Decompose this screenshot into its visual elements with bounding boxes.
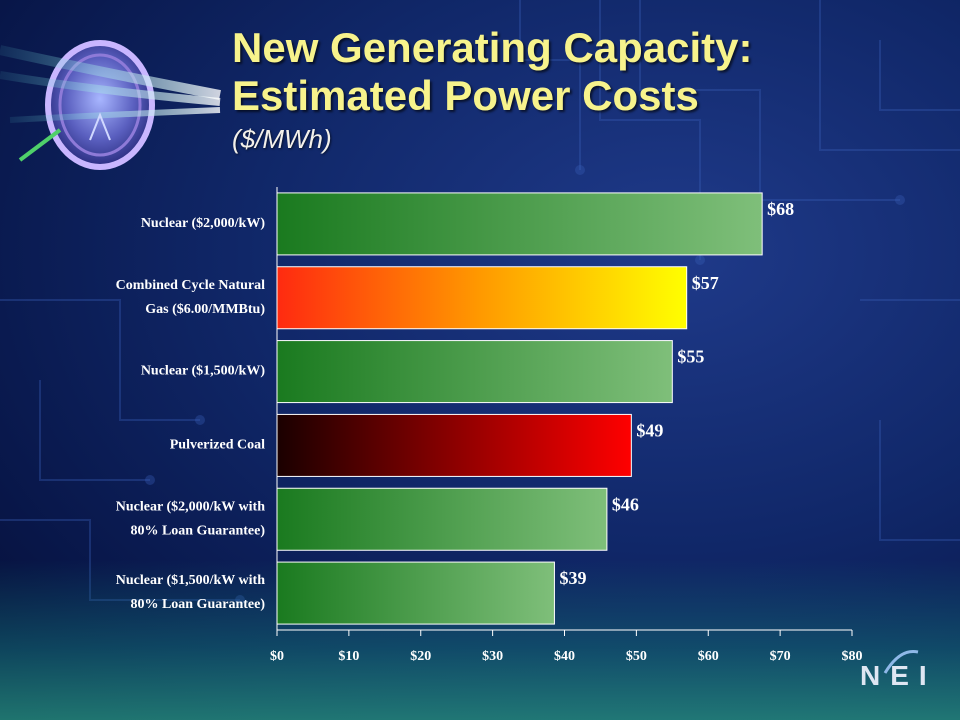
bar-2 bbox=[276, 266, 688, 330]
x-tick-label-2: $10 bbox=[338, 649, 359, 664]
x-tick-label-5: $40 bbox=[554, 649, 575, 664]
bar-5 bbox=[276, 487, 608, 551]
x-tick-label-9: $80 bbox=[842, 649, 863, 664]
x-tick-label-4: $30 bbox=[482, 649, 503, 664]
nei-logo-text: NEI bbox=[860, 660, 937, 691]
x-tick-label-8: $70 bbox=[770, 649, 791, 664]
value-label-6: $39 bbox=[559, 568, 586, 588]
category-label-4: Pulverized Coal bbox=[170, 438, 265, 453]
globe-logo-icon bbox=[0, 40, 221, 170]
value-label-2: $57 bbox=[692, 273, 719, 293]
bar-3 bbox=[276, 340, 673, 404]
slide-subtitle: ($/MWh) bbox=[232, 124, 332, 154]
title-line-1: New Generating Capacity: bbox=[232, 24, 753, 71]
x-tick-label-6: $50 bbox=[626, 649, 647, 664]
slide-title: New Generating Capacity: Estimated Power… bbox=[232, 24, 752, 120]
category-label-2: Combined Cycle Natural Gas ($6.00/MMBtu) bbox=[116, 278, 266, 317]
value-label-1: $68 bbox=[767, 199, 794, 219]
value-label-5: $46 bbox=[612, 494, 639, 514]
category-label-3: Nuclear ($1,500/kW) bbox=[141, 364, 266, 379]
category-label-5: Nuclear ($2,000/kW with 80% Loan Guarante… bbox=[116, 499, 266, 538]
nei-swoosh-icon bbox=[883, 649, 919, 674]
value-label-3: $55 bbox=[677, 347, 704, 367]
category-label-1: Nuclear ($2,000/kW) bbox=[141, 216, 266, 231]
value-label-4: $49 bbox=[636, 421, 663, 441]
category-label-6: Nuclear ($1,500/kW with 80% Loan Guarante… bbox=[116, 573, 266, 612]
bar-1 bbox=[276, 192, 763, 256]
x-tick-label-7: $60 bbox=[698, 649, 719, 664]
x-tick-label-1: $0 bbox=[270, 649, 284, 664]
x-tick-label-3: $20 bbox=[410, 649, 431, 664]
bar-4 bbox=[276, 413, 632, 477]
bar-6 bbox=[276, 561, 555, 625]
title-line-2: Estimated Power Costs bbox=[232, 72, 699, 119]
